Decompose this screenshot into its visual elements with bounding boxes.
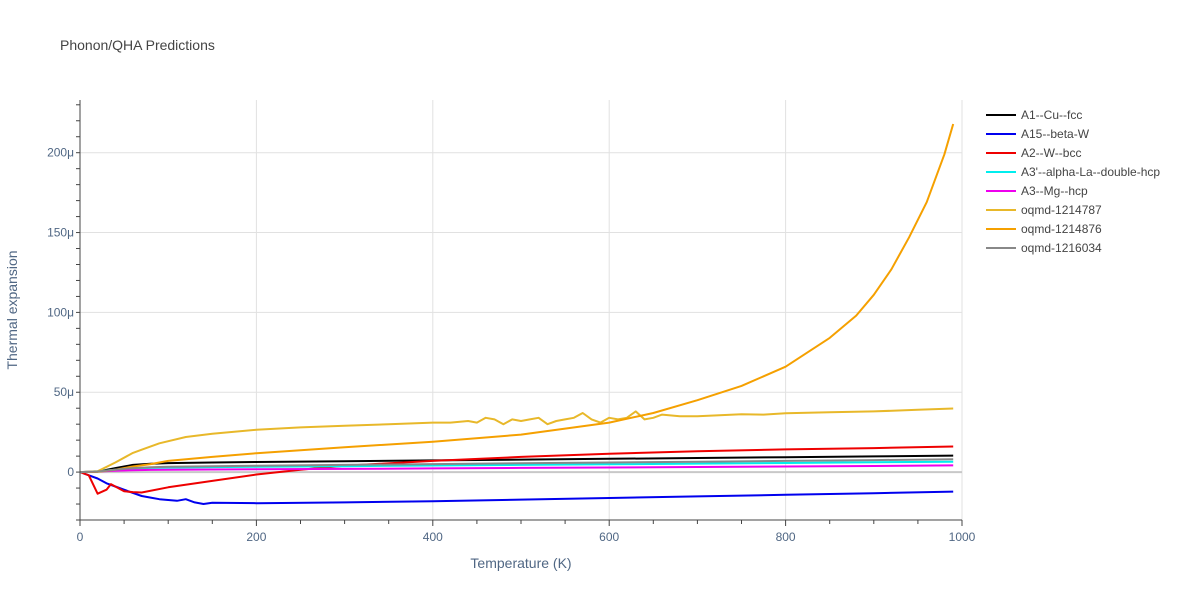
y-tick-label: 50μ [54,385,74,399]
legend-label[interactable]: oqmd-1216034 [1021,241,1102,255]
y-tick-label: 0 [67,465,74,479]
series-line-5 [79,407,954,474]
series-line-6 [79,123,955,474]
legend-label[interactable]: A3'--alpha-La--double-hcp [1021,165,1160,179]
legend: A1--Cu--fcc A15--beta-W A2--W--bcc A3'--alp… [986,108,1160,255]
x-axis-title: Temperature (K) [470,555,571,571]
y-tick-label: 100μ [47,305,74,319]
series-line-0 [79,454,954,474]
series-line-7 [79,458,954,474]
y-tick-label: 150μ [47,226,74,240]
legend-label[interactable]: A1--Cu--fcc [1021,108,1082,122]
y-axis-title: Thermal expansion [4,250,20,369]
chart-title: Phonon/QHA Predictions [60,37,215,53]
x-tick-label: 800 [776,530,796,544]
x-tick-label: 400 [423,530,443,544]
series-line-4 [79,464,954,474]
x-tick-label: 600 [599,530,619,544]
legend-label[interactable]: oqmd-1214787 [1021,203,1102,217]
grid [80,100,963,520]
axes: 0 200 400 600 800 1000 0 50μ 100μ 150μ 200μ [47,100,976,544]
plot-area [79,123,955,505]
x-tick-label: 1000 [949,530,976,544]
legend-label[interactable]: A3--Mg--hcp [1021,184,1088,198]
legend-label[interactable]: oqmd-1214876 [1021,222,1102,236]
y-tick-label: 200μ [47,146,74,160]
x-tick-label: 200 [246,530,266,544]
legend-label[interactable]: A2--W--bcc [1021,146,1081,160]
series-line-1 [79,471,954,505]
x-tick-label: 0 [77,530,84,544]
legend-label[interactable]: A15--beta-W [1021,127,1090,141]
series-line-2 [79,445,954,495]
